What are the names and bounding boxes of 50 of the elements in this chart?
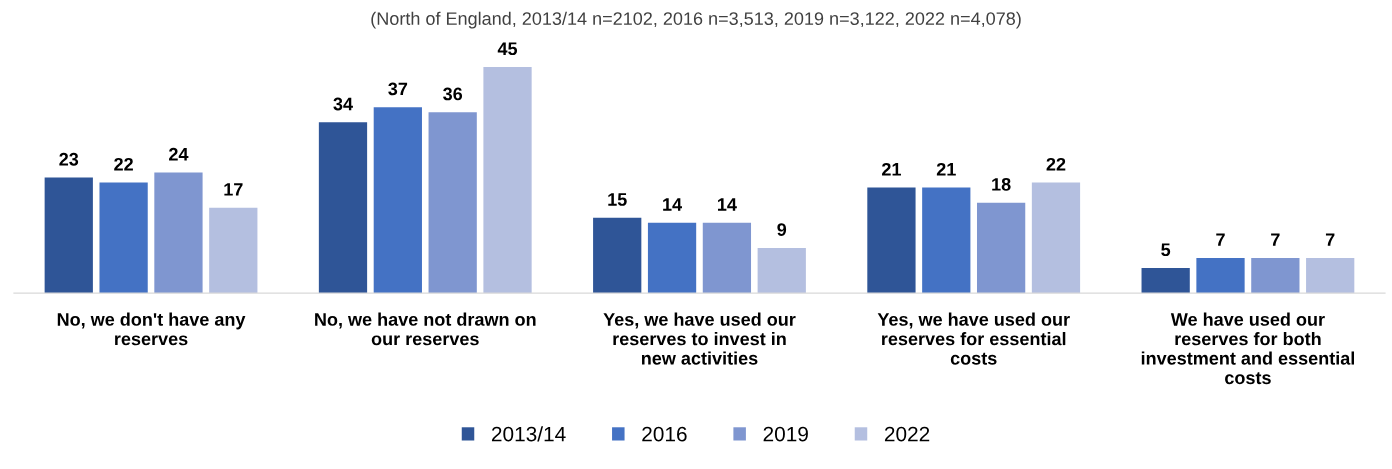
bar bbox=[922, 187, 971, 294]
data-label: 22 bbox=[114, 157, 133, 171]
bar bbox=[318, 122, 368, 294]
data-label: 36 bbox=[443, 87, 463, 101]
x-tick-label: Yes, we have used our reserves to invest in new activities bbox=[603, 312, 796, 365]
bar bbox=[1251, 257, 1300, 294]
x-tick-label: No, we don't have any reserves bbox=[57, 312, 246, 346]
legend-label: 2019 bbox=[763, 426, 808, 442]
data-label: 15 bbox=[608, 193, 627, 206]
data-label: 34 bbox=[333, 97, 353, 111]
bar bbox=[428, 112, 477, 294]
data-label: 45 bbox=[497, 42, 518, 56]
bar bbox=[976, 202, 1026, 294]
bar bbox=[154, 172, 203, 294]
bar bbox=[593, 217, 642, 294]
x-tick-label: No, we have not drawn on our reserves bbox=[315, 312, 536, 346]
bar bbox=[1031, 182, 1081, 294]
bar bbox=[1306, 257, 1355, 294]
data-label: 17 bbox=[224, 183, 243, 196]
data-label: 23 bbox=[59, 152, 79, 166]
data-label: 22 bbox=[1046, 157, 1066, 171]
bar bbox=[647, 222, 697, 294]
legend-label: 2022 bbox=[884, 426, 930, 442]
legend-label: 2016 bbox=[642, 426, 687, 442]
bar bbox=[44, 177, 93, 294]
bar bbox=[1196, 257, 1245, 294]
chart-subtitle: (North of England, 2013/14 n=2102, 2016 n=3,513, 2019 n=3,122, 2022 n=4,078) bbox=[371, 11, 1021, 29]
legend-label: 2013/14 bbox=[491, 426, 566, 442]
bar bbox=[483, 67, 532, 294]
bar bbox=[867, 187, 916, 294]
data-label: 21 bbox=[936, 162, 956, 176]
data-label: 7 bbox=[1271, 233, 1280, 246]
data-label: 9 bbox=[777, 223, 787, 236]
data-label: 37 bbox=[388, 82, 408, 96]
data-label: 7 bbox=[1216, 233, 1225, 246]
bar bbox=[99, 182, 148, 294]
bar bbox=[1141, 268, 1190, 294]
data-label: 5 bbox=[1161, 243, 1171, 257]
bar bbox=[373, 107, 422, 294]
data-label: 24 bbox=[169, 147, 189, 161]
data-label: 18 bbox=[992, 177, 1011, 191]
bar bbox=[757, 247, 806, 294]
x-tick-label: Yes, we have used our reserves for essential costs bbox=[877, 312, 1070, 365]
data-label: 7 bbox=[1325, 233, 1335, 246]
bar bbox=[209, 207, 258, 294]
x-tick-label: We have used our reserves for both investment and essential costs bbox=[1141, 312, 1355, 385]
bar bbox=[702, 222, 752, 294]
data-label: 21 bbox=[882, 162, 901, 176]
data-label: 14 bbox=[718, 198, 737, 211]
data-label: 14 bbox=[663, 198, 682, 211]
